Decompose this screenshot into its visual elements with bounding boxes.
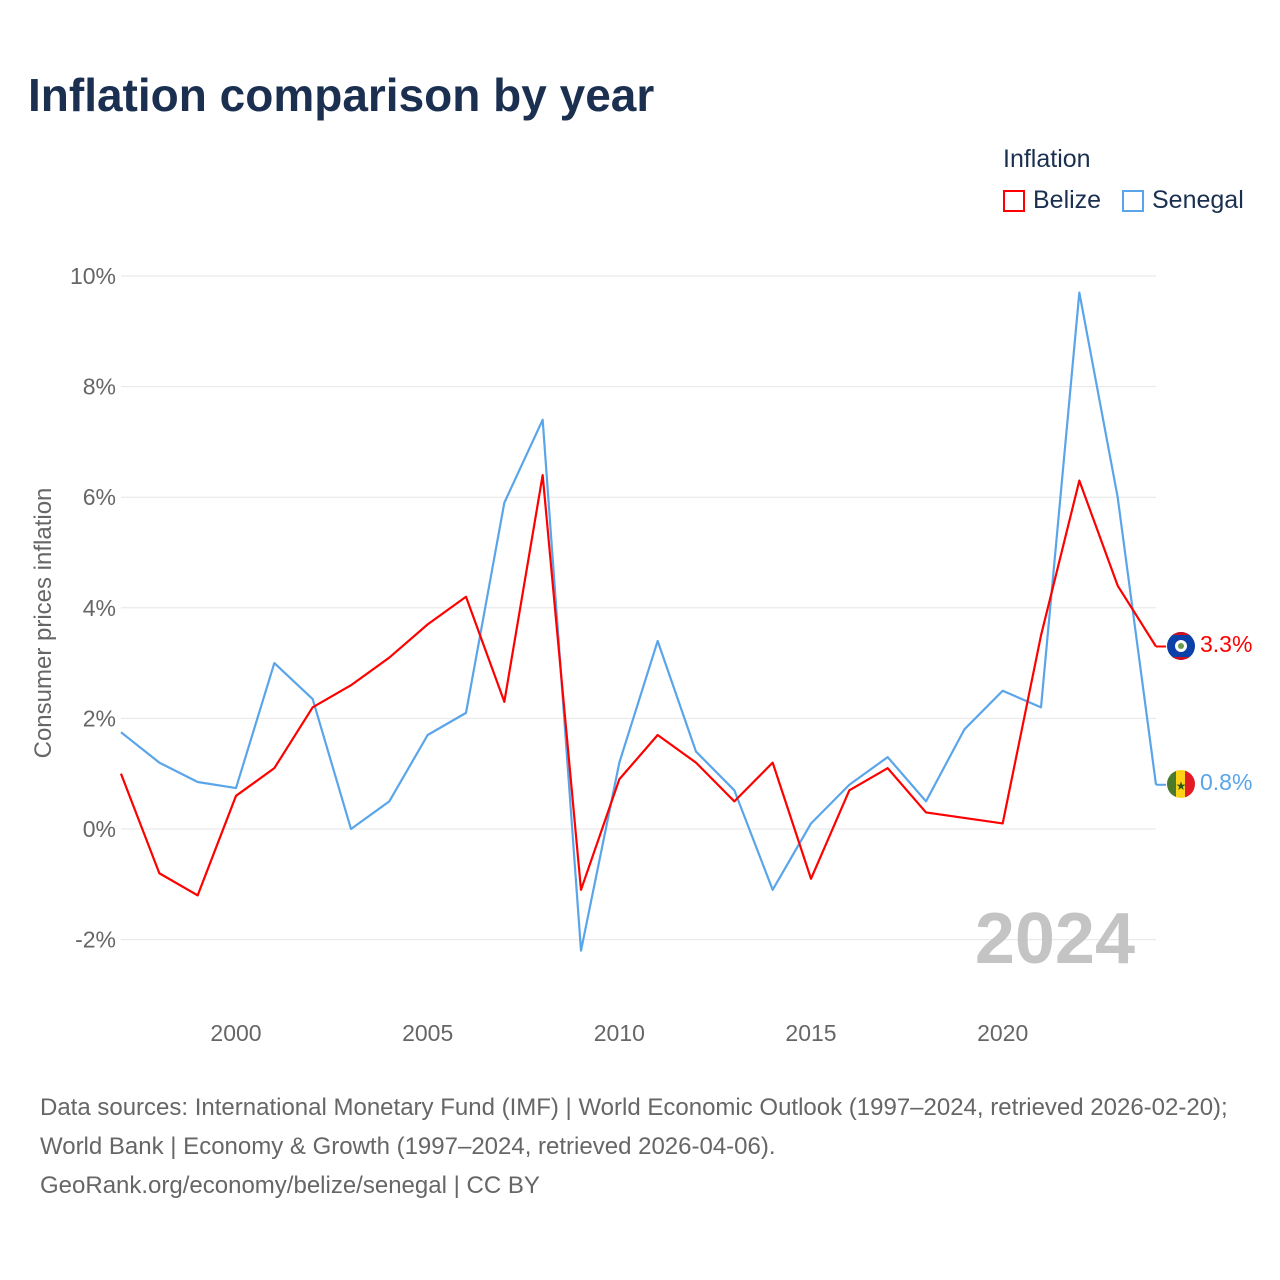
y-axis-label: Consumer prices inflation xyxy=(30,488,57,759)
data-sources: Data sources: International Monetary Fun… xyxy=(40,1094,1228,1160)
series-line-belize[interactable] xyxy=(119,473,1157,897)
legend-item-belize[interactable]: Belize xyxy=(1003,186,1101,215)
y-tick-label: 10% xyxy=(70,263,116,289)
x-tick-label: 2010 xyxy=(594,1020,645,1046)
legend-item-senegal[interactable]: Senegal xyxy=(1122,186,1244,215)
series-line-senegal[interactable] xyxy=(120,291,1158,952)
legend-title: Inflation xyxy=(1003,145,1091,173)
chart-title: Inflation comparison by year xyxy=(28,69,655,121)
attribution-link[interactable]: GeoRank.org/economy/belize/senegal | CC … xyxy=(40,1172,540,1199)
legend-swatch xyxy=(1003,189,1025,212)
belize-end-label: 3.3% xyxy=(1200,631,1252,657)
x-tick-label: 2005 xyxy=(402,1020,453,1046)
y-tick-label: 4% xyxy=(83,595,116,621)
y-tick-label: 6% xyxy=(83,484,116,510)
x-tick-label: 2020 xyxy=(977,1020,1028,1046)
legend-label: Belize xyxy=(1033,186,1102,214)
y-tick-label: 0% xyxy=(83,816,116,842)
footer: Data sources: International Monetary Fun… xyxy=(40,1088,1250,1205)
x-tick-label: 2000 xyxy=(210,1020,261,1046)
y-tick-label: 8% xyxy=(83,374,116,400)
senegal-end-label: 0.8% xyxy=(1200,769,1252,795)
senegal-flag-icon: ★ xyxy=(1167,770,1195,798)
belize-flag-icon xyxy=(1167,632,1195,660)
legend-swatch xyxy=(1122,189,1144,212)
y-tick-label: 2% xyxy=(83,705,116,731)
legend-label: Senegal xyxy=(1152,186,1244,214)
year-watermark: 2024 xyxy=(975,899,1135,979)
y-tick-label: -2% xyxy=(75,927,116,953)
svg-text:★: ★ xyxy=(1176,779,1187,793)
x-tick-label: 2015 xyxy=(785,1020,836,1046)
